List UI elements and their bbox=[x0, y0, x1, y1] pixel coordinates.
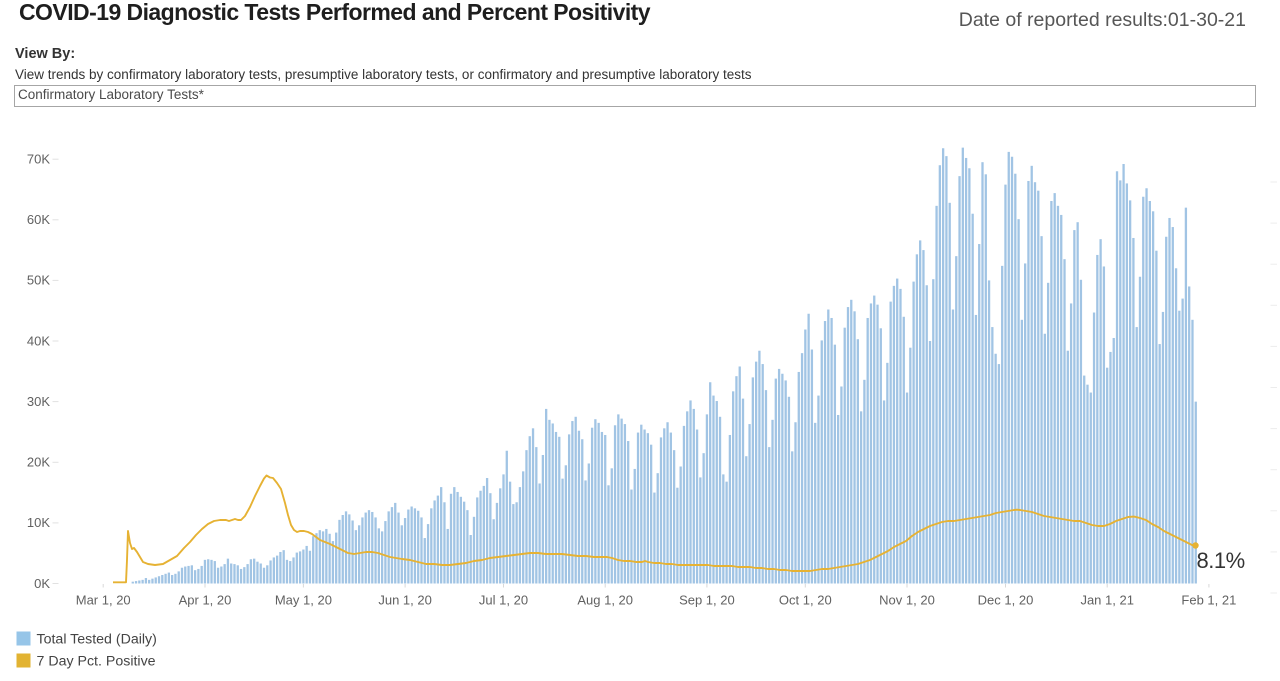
svg-text:60K: 60K bbox=[27, 212, 50, 227]
svg-text:Dec 1, 20: Dec 1, 20 bbox=[978, 593, 1034, 608]
svg-text:Mar 1, 20: Mar 1, 20 bbox=[76, 593, 131, 608]
svg-text:Total Tested (Daily): Total Tested (Daily) bbox=[37, 632, 157, 648]
svg-text:30K: 30K bbox=[27, 394, 50, 409]
svg-text:0K: 0K bbox=[34, 576, 50, 591]
svg-text:Aug 1, 20: Aug 1, 20 bbox=[577, 593, 633, 608]
svg-text:Oct 1, 20: Oct 1, 20 bbox=[779, 593, 832, 608]
svg-text:7 Day Pct. Positive: 7 Day Pct. Positive bbox=[37, 654, 156, 670]
svg-text:Jul 1, 20: Jul 1, 20 bbox=[479, 593, 528, 608]
svg-text:Nov 1, 20: Nov 1, 20 bbox=[879, 593, 935, 608]
svg-text:May 1, 20: May 1, 20 bbox=[275, 593, 332, 608]
svg-text:8.1%: 8.1% bbox=[1197, 548, 1245, 573]
svg-text:20K: 20K bbox=[27, 455, 50, 470]
svg-text:70K: 70K bbox=[27, 152, 50, 167]
svg-text:10K: 10K bbox=[27, 515, 50, 530]
svg-text:50K: 50K bbox=[27, 273, 50, 288]
svg-text:40K: 40K bbox=[27, 333, 50, 348]
svg-text:Jun 1, 20: Jun 1, 20 bbox=[378, 593, 432, 608]
svg-text:Feb 1, 21: Feb 1, 21 bbox=[1181, 593, 1236, 608]
svg-text:Apr 1, 20: Apr 1, 20 bbox=[179, 593, 232, 608]
svg-text:Jan 1, 21: Jan 1, 21 bbox=[1080, 593, 1134, 608]
svg-text:Sep 1, 20: Sep 1, 20 bbox=[679, 593, 735, 608]
